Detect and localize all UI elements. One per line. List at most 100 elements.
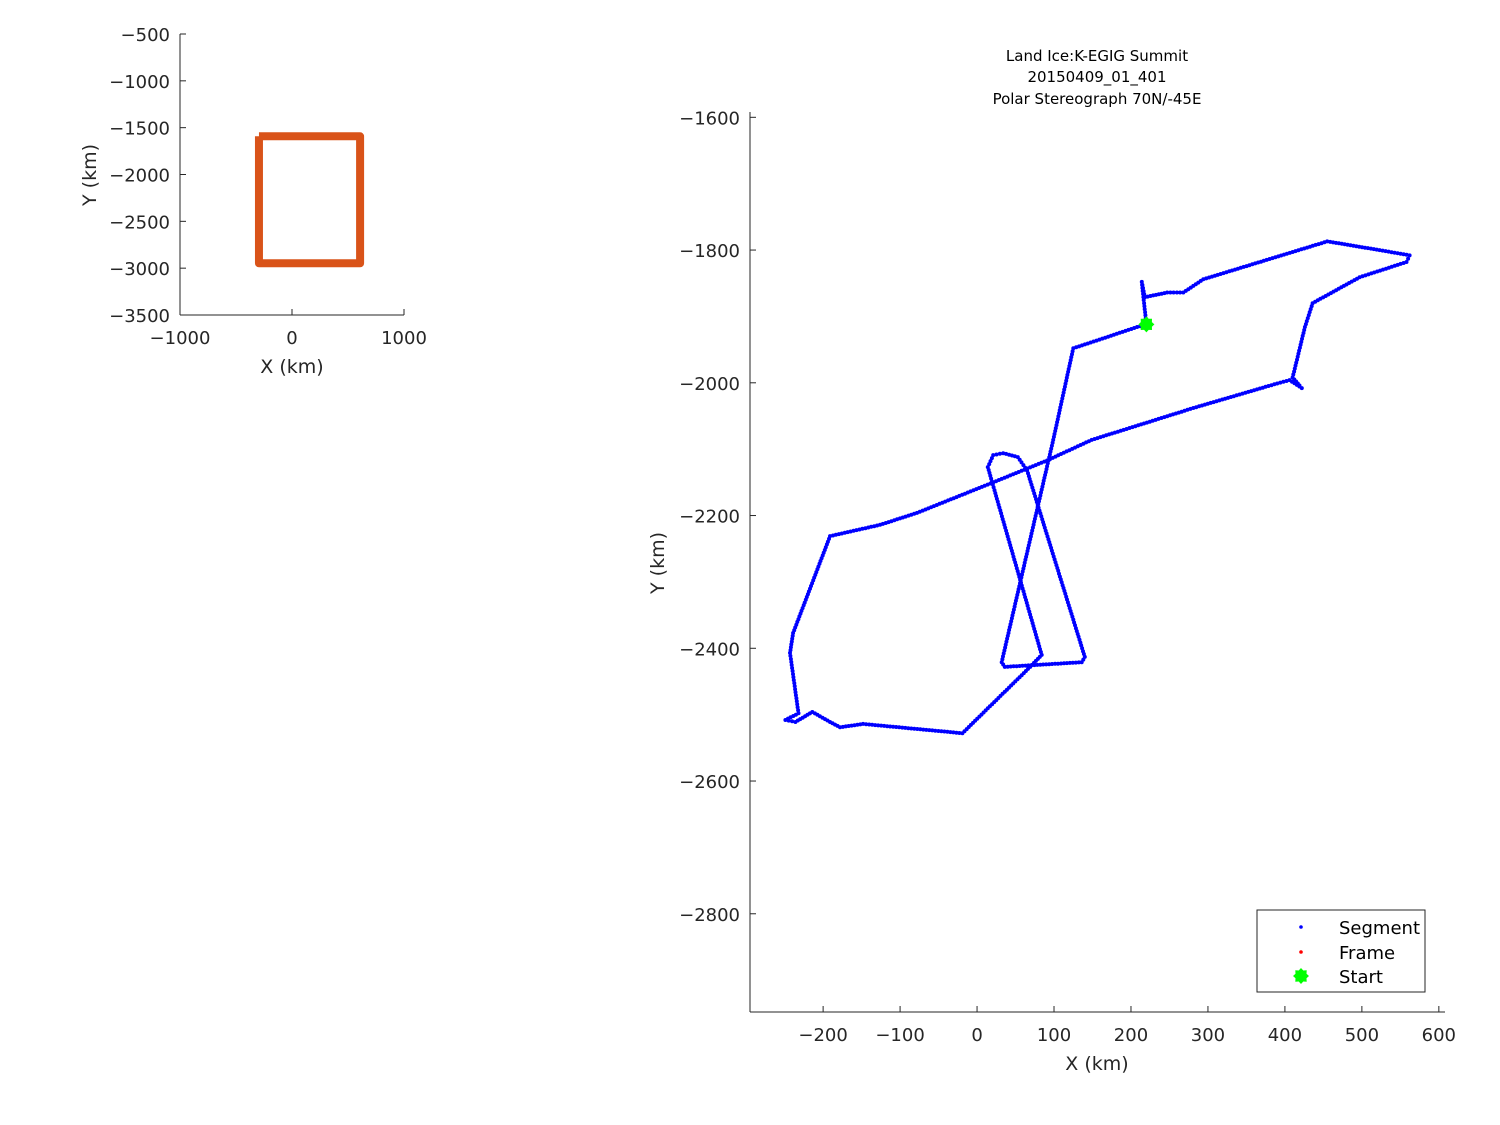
segment-point xyxy=(1380,248,1385,253)
segment-point xyxy=(1079,660,1084,665)
segment-point xyxy=(1070,660,1075,665)
segment-point xyxy=(936,729,941,733)
segment-point xyxy=(1055,417,1060,422)
y-tick-label: −3000 xyxy=(109,259,170,280)
segment-point xyxy=(791,672,795,677)
segment-point xyxy=(1139,279,1144,284)
segment-point xyxy=(1005,664,1010,669)
segment-point xyxy=(1165,290,1170,295)
segment-point xyxy=(870,722,875,727)
segment-point xyxy=(1140,283,1145,287)
main-axes: Land Ice:K-EGIG Summit 20150409_01_401 P… xyxy=(647,47,1456,1075)
segment-point xyxy=(927,728,932,733)
segment-point xyxy=(997,451,1002,456)
segment-point xyxy=(1051,437,1056,442)
segment-point xyxy=(915,727,920,731)
legend: Segment Frame Start xyxy=(1256,909,1426,993)
segment-point xyxy=(1300,333,1305,338)
segment-point xyxy=(1404,252,1409,257)
segment-point xyxy=(1065,372,1070,377)
x-tick-label: −100 xyxy=(875,1025,924,1046)
segment-point xyxy=(1006,631,1011,635)
segment-point xyxy=(988,459,993,464)
legend-segment-marker xyxy=(1299,925,1303,929)
segment-point xyxy=(1027,540,1032,545)
segment-point xyxy=(1026,663,1031,668)
segment-point xyxy=(1004,451,1009,456)
legend-start-label: Start xyxy=(1339,967,1383,988)
segment-point xyxy=(842,530,847,535)
segment-point xyxy=(1050,662,1055,666)
segment-point xyxy=(1389,250,1394,255)
segment-point xyxy=(1060,393,1065,398)
segment-point xyxy=(1297,345,1302,350)
segment-point xyxy=(789,660,794,664)
segment-point xyxy=(906,726,911,731)
segment-point xyxy=(1386,249,1391,254)
legend-start-marker xyxy=(1293,968,1309,984)
segment-point xyxy=(894,725,899,729)
segment-point xyxy=(1046,458,1051,463)
segment-point xyxy=(790,719,795,724)
x-tick-label: 1000 xyxy=(381,328,427,349)
segment-point xyxy=(1291,372,1296,377)
segment-point xyxy=(1281,379,1286,384)
main-ticks: −200 −100 0 100 200 300 400 500 600 −1600 −1800 −20… xyxy=(679,108,1456,1046)
segment-point xyxy=(1365,246,1370,251)
segment-point xyxy=(1029,663,1034,668)
segment-point xyxy=(1296,351,1301,356)
segment-point xyxy=(900,725,905,730)
segment-point xyxy=(789,663,794,667)
segment-point xyxy=(1054,423,1059,428)
segment-point xyxy=(1014,595,1019,600)
segment-point xyxy=(1017,664,1022,668)
y-tick-label: −2400 xyxy=(679,639,740,660)
segment-point xyxy=(1141,289,1146,294)
segment-point xyxy=(921,727,926,732)
segment-point xyxy=(1304,319,1309,324)
segment-point xyxy=(876,723,881,728)
segment-point xyxy=(1053,661,1058,666)
y-tick-label: −500 xyxy=(121,25,170,46)
segment-point xyxy=(991,453,996,458)
segment-point xyxy=(1020,572,1024,577)
segment-point xyxy=(885,724,890,729)
overview-x-axis-label: X (km) xyxy=(260,356,323,378)
overview-extent-rectangle xyxy=(254,132,365,268)
segment-point xyxy=(918,727,923,732)
segment-point xyxy=(1038,662,1043,667)
segment-point xyxy=(867,722,872,727)
main-y-axis-label: Y (km) xyxy=(647,532,669,595)
segment-point xyxy=(790,666,795,670)
segment-point xyxy=(1017,584,1022,589)
segment-point xyxy=(1053,426,1058,431)
segment-point xyxy=(1293,363,1298,368)
segment-point xyxy=(891,724,896,729)
segment-point xyxy=(1142,292,1147,297)
segment-point xyxy=(1143,310,1148,315)
segment-point xyxy=(788,650,792,655)
segment-point xyxy=(1068,361,1072,366)
segment-point xyxy=(851,528,856,533)
segment-point xyxy=(1284,379,1289,383)
segment-point xyxy=(1401,252,1406,257)
segment-point xyxy=(1398,251,1403,256)
y-tick-label: −2000 xyxy=(679,374,740,395)
x-tick-label: −200 xyxy=(798,1025,847,1046)
x-tick-label: 600 xyxy=(1422,1025,1456,1046)
segment-point xyxy=(987,462,992,467)
segment-point xyxy=(1023,663,1028,668)
segment-point xyxy=(796,708,801,713)
segment-point xyxy=(1059,661,1063,666)
segment-point xyxy=(857,527,862,532)
segment-point xyxy=(1009,619,1014,624)
segment-point xyxy=(1392,250,1397,255)
segment-point xyxy=(909,726,914,731)
segment-point xyxy=(951,730,956,735)
segment-point xyxy=(1066,367,1071,371)
segment-point xyxy=(1068,358,1073,363)
segment-point xyxy=(1295,354,1300,359)
main-x-axis-label: X (km) xyxy=(1065,1053,1128,1075)
segment-point xyxy=(783,718,788,722)
segment-point xyxy=(1406,256,1411,261)
